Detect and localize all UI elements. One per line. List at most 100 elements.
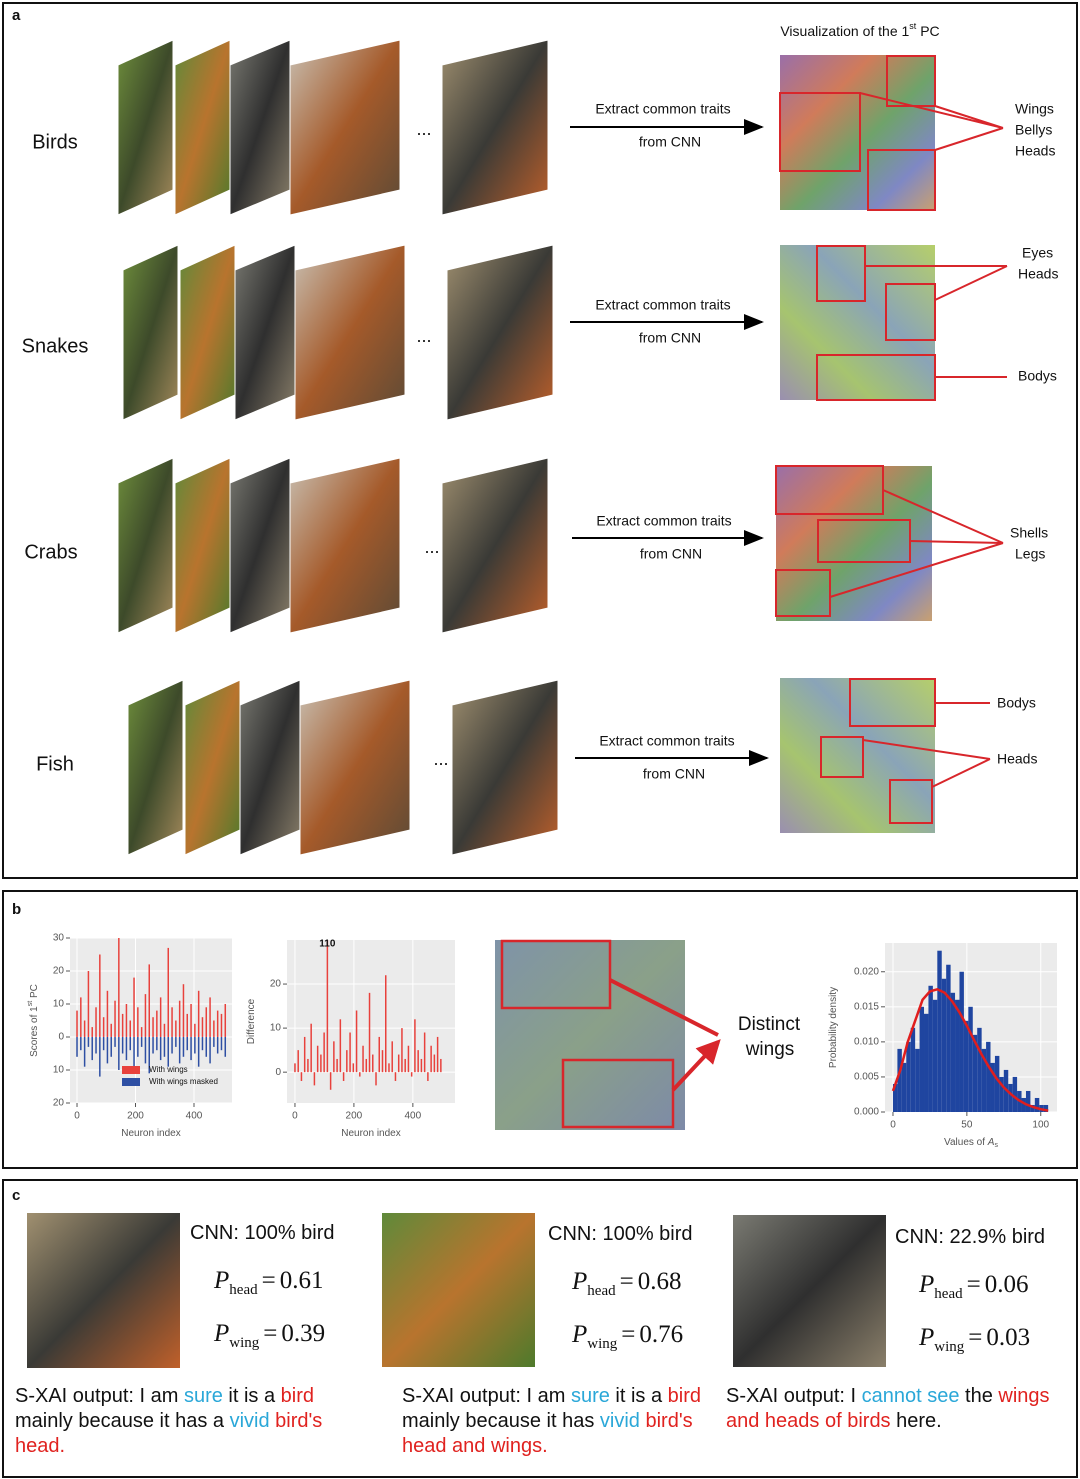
y-tick-label: 20 xyxy=(270,979,282,990)
trait: Eyes xyxy=(1022,245,1053,261)
x-axis-label: Neuron index xyxy=(121,1128,180,1139)
output-segment: wings and heads of birds xyxy=(726,1385,1056,1432)
equals: = xyxy=(966,1271,981,1298)
photo-stack xyxy=(117,457,549,634)
hist-bar xyxy=(1012,1076,1018,1112)
y-tick-label: 0.020 xyxy=(854,966,879,977)
trait: Bodys xyxy=(1018,368,1057,384)
plot-area xyxy=(287,940,455,1103)
subscript: head xyxy=(587,1283,616,1299)
subscript: wing xyxy=(587,1336,618,1352)
x-axis-label-text: Neuron index xyxy=(121,1128,180,1139)
hist-bar xyxy=(1025,1090,1031,1112)
output-segment: S-XAI output: I am xyxy=(402,1385,571,1407)
feature-map xyxy=(780,678,935,833)
row-name: Crabs xyxy=(24,541,77,563)
hist-bar xyxy=(981,1048,987,1112)
highlight-box xyxy=(816,245,866,302)
equals: = xyxy=(621,1321,636,1348)
x-tick-label: 100 xyxy=(1032,1120,1049,1131)
pc-title-sup: st xyxy=(909,21,917,31)
arrow-text: Extract common traits xyxy=(599,733,734,749)
pc-title-tail: PC xyxy=(916,23,939,39)
row-name: Birds xyxy=(32,131,78,153)
subscript: head xyxy=(229,1282,258,1298)
output-segment: vivid xyxy=(599,1410,640,1432)
output-segment: mainly because it has xyxy=(402,1385,707,1432)
highlight-box xyxy=(889,779,933,824)
output-segment: vivid xyxy=(229,1410,270,1432)
subscript: wing xyxy=(934,1339,965,1355)
x-tick-label: 0 xyxy=(74,1111,80,1122)
highlight-box xyxy=(820,736,864,778)
y-axis-label: Scores of 1st PC xyxy=(27,984,40,1057)
y-tick-label: 0.010 xyxy=(854,1037,879,1048)
highlight-box xyxy=(779,92,861,172)
equals: = xyxy=(261,1267,276,1294)
y-tick-label: 0.000 xyxy=(854,1107,879,1118)
trait: Shells xyxy=(1010,525,1048,541)
output-segment: bird's head and wings. xyxy=(402,1410,699,1457)
arrow-text: Extract common traits xyxy=(595,297,730,313)
hist-bar xyxy=(1021,1097,1026,1112)
y-axis-label: Probability density xyxy=(828,987,839,1068)
output-segment: it is a xyxy=(609,1385,668,1407)
probability-value: 0.68 xyxy=(637,1268,682,1295)
y-tick-label: 10 xyxy=(270,1023,282,1034)
ellipsis: ... xyxy=(416,326,431,346)
equals: = xyxy=(968,1324,983,1351)
wing-map xyxy=(495,940,685,1130)
hist-bar xyxy=(968,1006,973,1112)
pc-title: Visualization of the 1st PC xyxy=(780,21,939,38)
hist-bar xyxy=(1043,1104,1049,1112)
output-segment: bird's head. xyxy=(15,1410,328,1457)
plot-area xyxy=(70,938,232,1103)
trait: Bellys xyxy=(1015,122,1052,138)
hist-bar xyxy=(946,964,951,1112)
hist-bar xyxy=(919,1006,925,1112)
output-segment: S-XAI output: I am xyxy=(15,1385,184,1407)
arrow-text: from CNN xyxy=(640,546,702,562)
hist-bar xyxy=(972,1034,978,1112)
highlight-box xyxy=(561,1058,675,1129)
y-axis-label: Difference xyxy=(246,998,257,1044)
panel-frame xyxy=(2,2,1078,879)
y-tick-label: 10 xyxy=(53,1065,65,1076)
hist-bar xyxy=(901,1062,907,1112)
probability-value: 0.39 xyxy=(281,1320,326,1347)
connector xyxy=(862,702,991,788)
y-tick-label: 0.015 xyxy=(854,1001,879,1012)
y-tick-label: 20 xyxy=(53,1098,65,1109)
trait: Legs xyxy=(1015,546,1045,562)
y-tick-label: 0 xyxy=(275,1067,281,1078)
y-tick-label: 0.005 xyxy=(854,1072,879,1083)
ellipsis: ... xyxy=(433,749,448,769)
output-segment: mainly because it has a xyxy=(15,1385,320,1432)
xai-output: S-XAI output: I cannot see the wings and… xyxy=(726,1384,1076,1434)
hist-bar xyxy=(906,1041,911,1112)
feature-map xyxy=(780,245,935,400)
panel-label: b xyxy=(12,901,21,918)
hist-bar xyxy=(892,1083,898,1112)
probability: Phead = 0.06 xyxy=(919,1271,1028,1303)
connector xyxy=(865,265,1008,378)
highlight-box xyxy=(500,939,612,1010)
output-segment: the xyxy=(959,1385,999,1407)
probability-value: 0.03 xyxy=(986,1324,1031,1351)
hist-bar xyxy=(977,1027,982,1112)
highlight-box xyxy=(885,283,936,341)
probability: Phead = 0.68 xyxy=(572,1268,681,1300)
symbol: P xyxy=(214,1267,230,1294)
feature-map xyxy=(780,55,935,210)
x-axis-label: Values of As xyxy=(944,1137,998,1149)
y-axis-label-text: Scores of 1 xyxy=(29,1006,40,1057)
x-axis-label-text: Values of xyxy=(944,1137,988,1148)
trait: Heads xyxy=(1015,143,1055,159)
hist-bar xyxy=(915,1048,920,1112)
connector xyxy=(859,92,1004,151)
probability: Pwing = 0.39 xyxy=(214,1320,325,1352)
symbol: P xyxy=(919,1271,935,1298)
arrow-text: from CNN xyxy=(639,134,701,150)
